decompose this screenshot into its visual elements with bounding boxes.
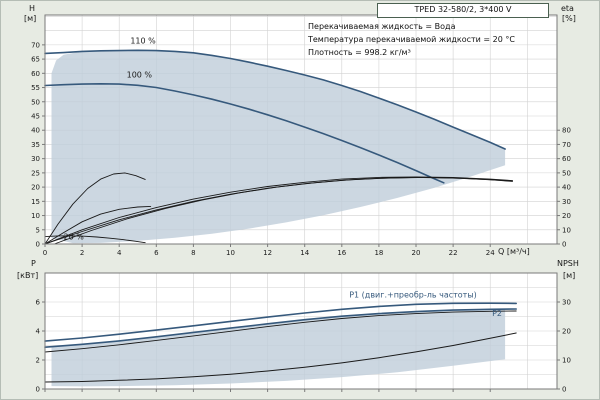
svg-text:25: 25 [31,169,40,177]
svg-text:20: 20 [412,249,421,257]
svg-text:60: 60 [562,155,571,163]
eta-axis-label: eta [561,4,574,13]
svg-text:30: 30 [562,198,571,206]
svg-text:4: 4 [117,249,122,257]
svg-text:P1 (двиг.+преобр-ль частоты): P1 (двиг.+преобр-ль частоты) [349,291,477,300]
svg-text:50: 50 [31,98,40,106]
svg-text:12: 12 [263,249,272,257]
svg-text:18: 18 [374,249,383,257]
svg-text:45: 45 [31,112,40,120]
svg-text:8: 8 [191,249,195,257]
svg-text:20 %: 20 % [64,233,85,242]
chart-title-box: TPED 32-580/2, 3*400 V [377,3,549,18]
svg-text:2: 2 [36,357,40,365]
npsh-axis-unit: [м] [563,271,576,280]
svg-text:0: 0 [43,249,47,257]
svg-text:110 %: 110 % [130,36,156,45]
svg-text:6: 6 [36,299,41,307]
svg-text:80: 80 [562,127,571,135]
svg-text:22: 22 [449,249,458,257]
svg-text:40: 40 [31,127,40,135]
svg-text:10: 10 [562,226,571,234]
info-line-temperature: Температура перекачиваемой жидкости = 20… [308,35,515,44]
svg-text:100 %: 100 % [127,70,153,79]
info-line-density: Плотность = 998.2 кг/м³ [308,48,411,57]
h-axis-label: H [29,4,36,13]
svg-text:5: 5 [36,226,40,234]
svg-text:70: 70 [31,41,40,49]
eta-axis-unit: [%] [562,14,576,23]
svg-text:0: 0 [562,241,566,249]
svg-text:50: 50 [562,169,571,177]
svg-text:65: 65 [31,56,40,64]
q-axis-label: Q [м³/ч] [498,247,530,256]
svg-text:40: 40 [562,184,571,192]
svg-text:0: 0 [36,386,40,394]
npsh-axis-label: NPSH [557,259,579,268]
svg-text:30: 30 [31,155,40,163]
svg-text:10: 10 [226,249,235,257]
svg-text:30: 30 [562,299,571,307]
info-line-liquid: Перекачиваемая жидкость = Вода [308,22,456,31]
svg-text:14: 14 [300,249,309,257]
p-axis-label: P [31,259,36,268]
liquid-info-block: Перекачиваемая жидкость = Вода Температу… [308,20,515,59]
svg-text:60: 60 [31,70,40,78]
svg-text:0: 0 [36,241,40,249]
svg-text:20: 20 [562,328,571,336]
svg-text:15: 15 [31,198,40,206]
p-axis-unit: [кВт] [17,271,39,280]
svg-text:4: 4 [36,328,41,336]
svg-text:0: 0 [562,386,566,394]
svg-text:24: 24 [486,249,495,257]
svg-text:20: 20 [562,212,571,220]
svg-text:35: 35 [31,141,40,149]
svg-text:2: 2 [80,249,84,257]
svg-text:6: 6 [154,249,159,257]
svg-text:10: 10 [562,357,571,365]
h-axis-unit: [м] [24,14,37,23]
svg-text:10: 10 [31,212,40,220]
svg-text:20: 20 [31,184,40,192]
svg-text:P2: P2 [492,309,502,318]
svg-text:16: 16 [337,249,346,257]
svg-text:55: 55 [31,84,40,92]
svg-text:70: 70 [562,141,571,149]
